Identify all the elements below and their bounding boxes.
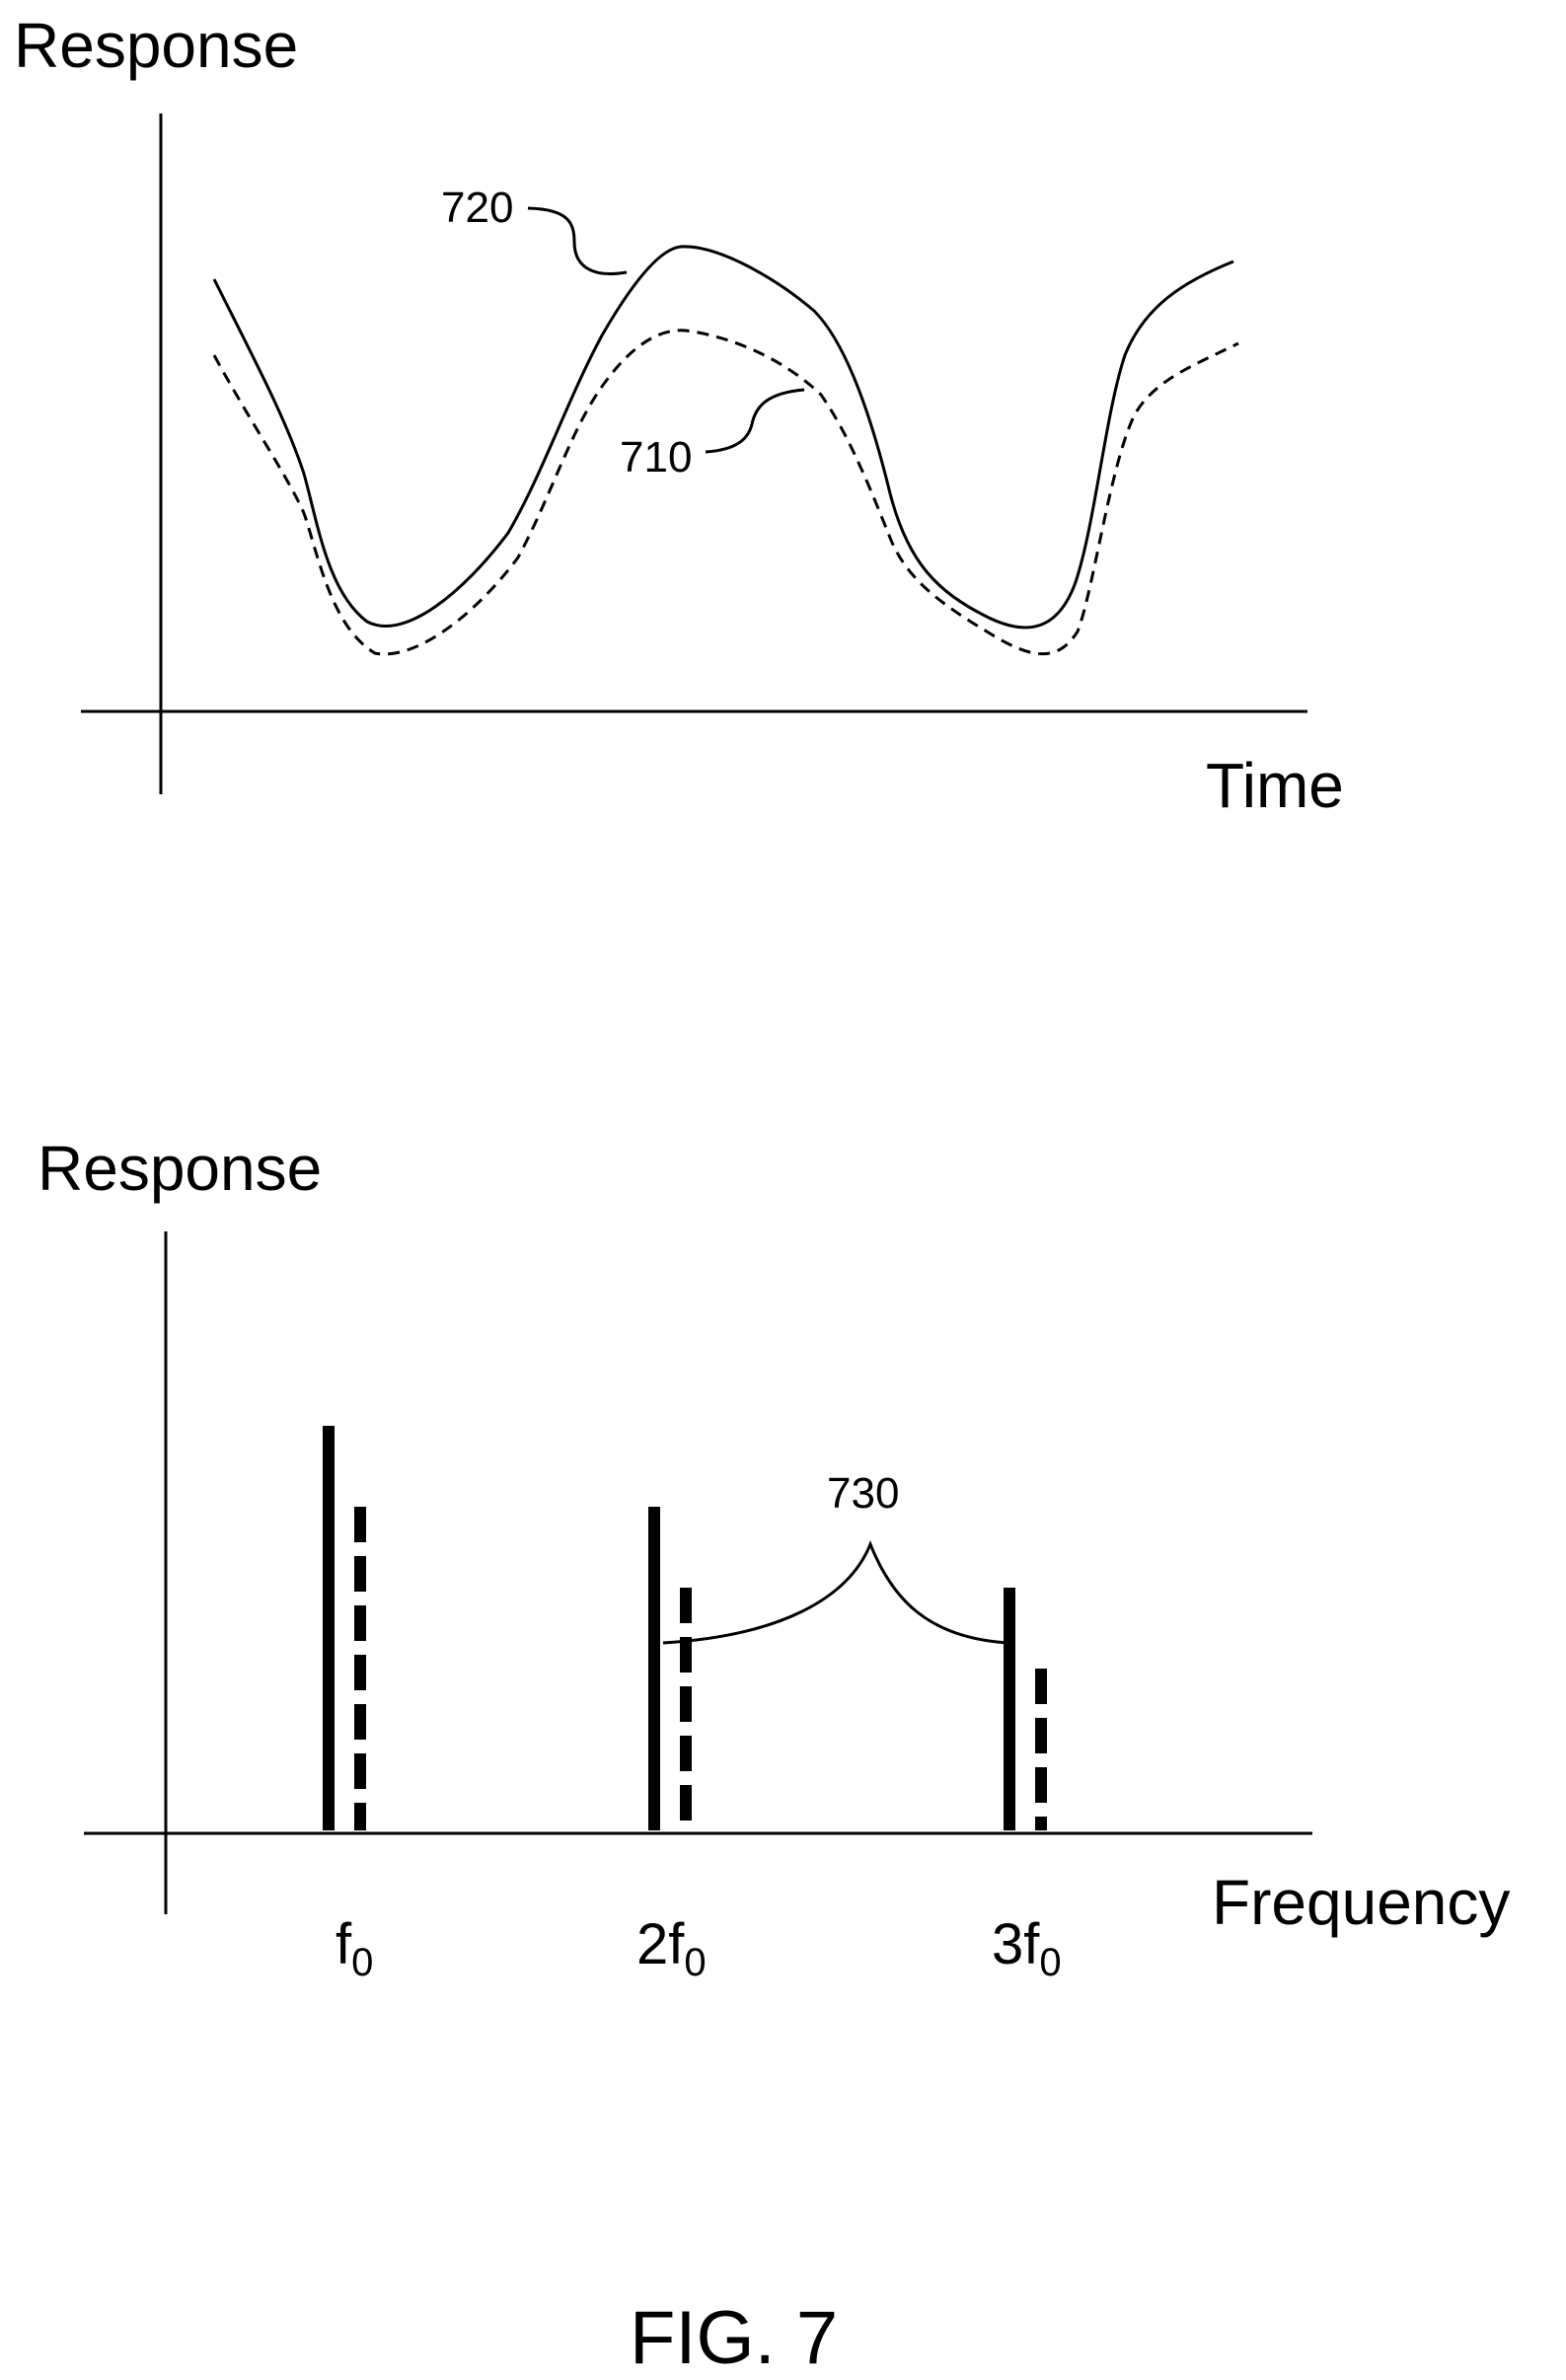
ref-label-720: 720 — [441, 184, 513, 232]
tick-2f0: 2f0 — [636, 1912, 707, 1984]
tick-f0: f0 — [336, 1912, 373, 1984]
harmonic-bars — [323, 1426, 1047, 1830]
frequency-response-plot: Response Frequency f0 2f0 3f0 730 — [37, 1133, 1510, 1984]
curve-710-dashed — [212, 329, 1239, 656]
top-y-axis-label: Response — [14, 10, 298, 81]
leader-710 — [705, 388, 805, 454]
brace-730 — [662, 1539, 1009, 1645]
curve-720-solid — [212, 245, 1234, 630]
figure-label: FIG. 7 — [630, 2296, 838, 2380]
bottom-y-axis-label: Response — [37, 1133, 322, 1204]
time-response-plot: Response Time 720 710 — [14, 10, 1344, 821]
ref-label-710: 710 — [620, 433, 692, 482]
tick-3f0: 3f0 — [992, 1912, 1062, 1984]
bottom-x-axis-label: Frequency — [1212, 1867, 1510, 1938]
leader-720 — [527, 206, 628, 275]
ref-label-730: 730 — [827, 1469, 899, 1518]
top-x-axis-label: Time — [1206, 750, 1344, 821]
